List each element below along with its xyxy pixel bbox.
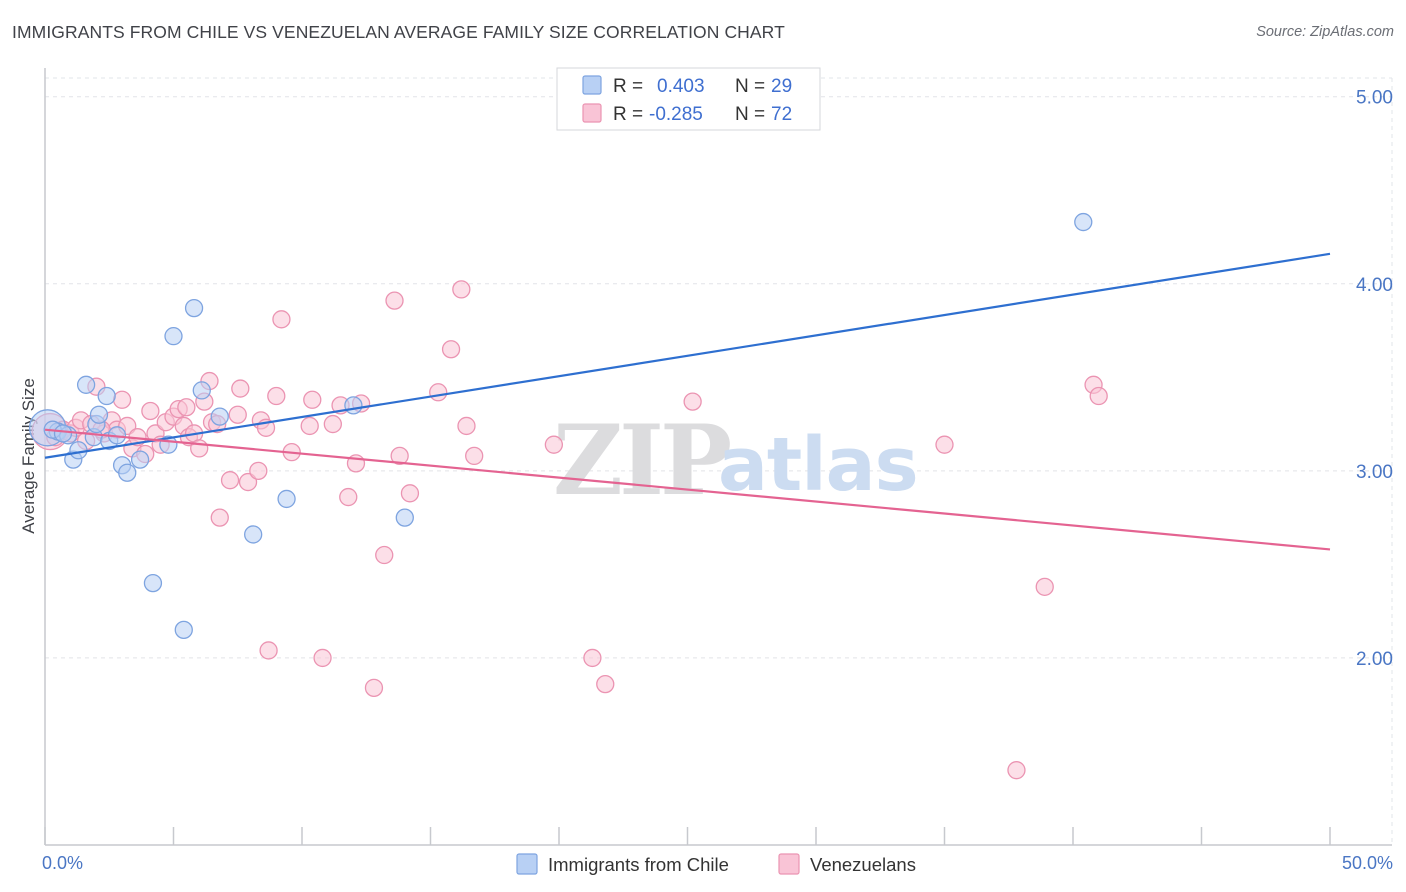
point-venezuelans: [385, 291, 404, 310]
point-chile: [344, 396, 363, 415]
point-venezuelans: [683, 392, 702, 411]
trend-lines: [44, 252, 1331, 551]
point-venezuelans: [210, 508, 229, 527]
point-chile: [395, 508, 414, 527]
chart-title: IMMIGRANTS FROM CHILE VS VENEZUELAN AVER…: [12, 22, 785, 42]
point-chile: [97, 386, 116, 406]
point-venezuelans: [1007, 761, 1026, 780]
point-venezuelans: [935, 435, 954, 454]
point-chile: [69, 441, 88, 460]
series-legend-label-venezuelans: Venezuelans: [810, 854, 916, 875]
legend-n-value-chile: 29: [771, 76, 792, 97]
point-chile: [53, 424, 73, 443]
y-axis-label: Average Family Size: [19, 378, 38, 534]
point-venezuelans: [238, 472, 258, 492]
point-venezuelans: [1089, 386, 1108, 406]
point-venezuelans: [596, 674, 615, 694]
point-chile: [174, 620, 193, 640]
point-venezuelans: [259, 641, 278, 660]
legend-swatch-chile: [582, 75, 602, 95]
legend-r-label-venezuelans: R =: [613, 104, 643, 125]
point-chile: [143, 573, 163, 593]
point-venezuelans: [1035, 577, 1054, 596]
point-chile: [210, 407, 229, 426]
point-venezuelans: [390, 446, 409, 466]
trend-line-venezuelans: [44, 428, 1331, 551]
point-venezuelans: [303, 390, 322, 409]
point-venezuelans: [441, 340, 461, 359]
point-venezuelans: [544, 435, 564, 454]
legend-r-value-chile: 0.403: [657, 76, 705, 97]
point-venezuelans: [323, 414, 342, 434]
y-tick-label: 5.00: [1356, 88, 1393, 109]
point-chile: [164, 327, 183, 346]
watermark: ZIP atlas: [553, 404, 919, 517]
y-tick-label: 3.00: [1356, 462, 1393, 483]
x-tick-label-max: 50.0%: [1342, 853, 1393, 873]
point-venezuelans: [429, 383, 448, 402]
point-venezuelans: [465, 446, 484, 466]
y-tick-label: 2.00: [1356, 649, 1393, 670]
point-chile: [1074, 212, 1093, 232]
point-chile: [277, 489, 296, 509]
y-tick-label: 4.00: [1356, 275, 1393, 296]
point-venezuelans: [400, 484, 420, 503]
watermark-atlas: atlas: [718, 422, 918, 508]
point-venezuelans: [364, 678, 384, 698]
point-venezuelans: [313, 648, 332, 668]
chart-source: Source: ZipAtlas.com: [1256, 24, 1394, 40]
legend-r-value-venezuelans: -0.285: [649, 104, 703, 125]
trend-line-chile: [44, 252, 1331, 459]
point-chile: [130, 450, 150, 469]
point-venezuelans: [375, 545, 394, 565]
correlation-legend: R = 0.403 N = 29 R = -0.285 N = 72: [556, 67, 821, 131]
point-chile: [76, 375, 96, 394]
point-venezuelans: [452, 280, 471, 299]
point-venezuelans: [457, 416, 476, 436]
data-points: [28, 212, 1108, 780]
x-tick-label-min: 0.0%: [42, 853, 83, 873]
watermark-zip: ZIP: [553, 404, 730, 517]
legend-r-label-chile: R =: [613, 76, 643, 97]
point-chile: [184, 298, 204, 318]
point-venezuelans: [300, 416, 319, 436]
point-venezuelans: [249, 461, 268, 481]
series-legend: Immigrants from Chile Venezuelans: [516, 853, 916, 875]
point-chile: [89, 405, 109, 424]
point-venezuelans: [267, 386, 286, 406]
point-venezuelans: [177, 398, 196, 417]
legend-n-label-venezuelans: N =: [735, 104, 765, 125]
point-venezuelans: [220, 471, 240, 490]
series-legend-label-chile: Immigrants from Chile: [548, 854, 729, 875]
legend-n-value-venezuelans: 72: [771, 104, 792, 125]
point-venezuelans: [112, 390, 132, 409]
point-chile: [244, 525, 263, 544]
series-legend-swatch-chile: [516, 853, 538, 875]
point-venezuelans: [583, 648, 602, 668]
point-venezuelans: [141, 401, 160, 421]
axes: 2.00 3.00 4.00 5.00 0.0% 50.0%: [42, 68, 1393, 873]
point-venezuelans: [339, 487, 358, 507]
series-legend-swatch-venezuelans: [778, 853, 800, 875]
point-venezuelans: [231, 379, 250, 398]
point-chile: [192, 381, 211, 400]
point-venezuelans: [272, 310, 291, 329]
legend-swatch-venezuelans: [582, 103, 602, 123]
legend-n-label-chile: N =: [735, 76, 765, 97]
point-chile: [118, 463, 137, 482]
point-venezuelans: [228, 405, 247, 424]
